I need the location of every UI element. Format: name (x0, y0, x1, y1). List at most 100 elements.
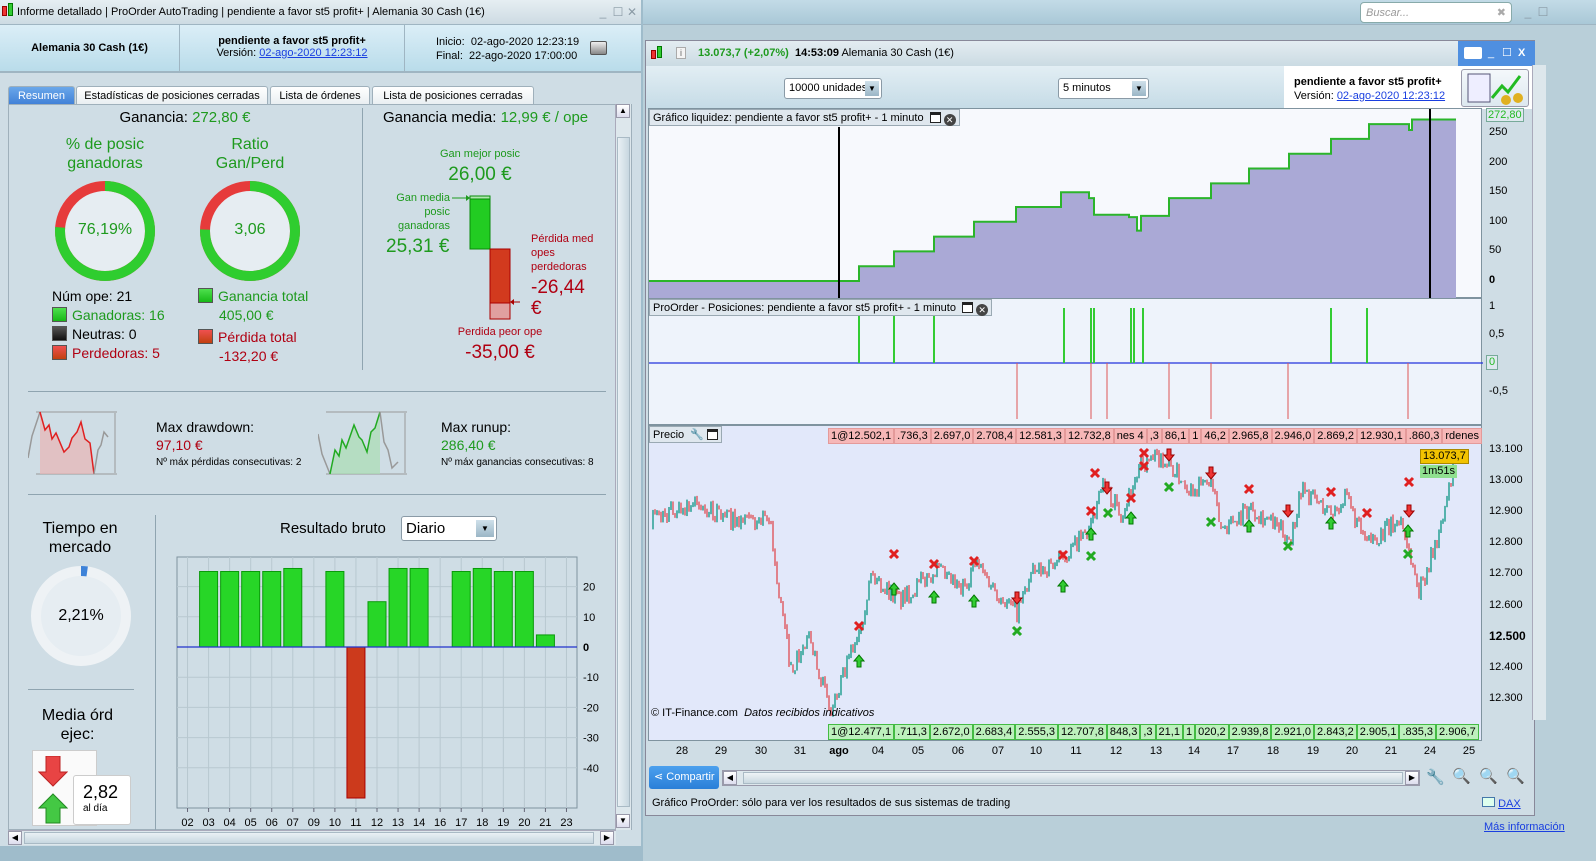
window-icon[interactable] (962, 302, 974, 313)
date-label: 04 (871, 745, 885, 757)
timeframe-select[interactable]: 5 minutos ▼ (1058, 78, 1149, 99)
divider (28, 689, 134, 690)
scroll-left-icon[interactable]: ◀ (723, 771, 737, 785)
scroll-right-icon[interactable]: ▶ (600, 831, 614, 845)
close-panel-icon[interactable]: ✕ (943, 114, 956, 126)
chart-horizontal-scrollbar[interactable]: ◀ ▶ (722, 770, 1420, 786)
time-title-2: mercado (48, 539, 112, 556)
best-value: 26,00 € (448, 164, 512, 185)
neutral-count: Neutras: 0 (72, 326, 137, 342)
sell-marker-icon (1243, 483, 1255, 495)
positions-tick: -0,5 (1489, 385, 1508, 397)
exit-arrow-icon (1402, 504, 1416, 518)
x-tick-label: 04 (224, 817, 236, 829)
minimize-icon[interactable]: _ (599, 5, 607, 19)
zoom-fit-icon[interactable]: 🔍 (1452, 768, 1471, 785)
y-tick-label: -10 (583, 672, 599, 684)
maximize-icon[interactable]: ☐ (612, 5, 624, 19)
chart-vertical-scrollbar[interactable] (1532, 65, 1546, 720)
vertical-scrollbar[interactable]: ▲ ▼ (615, 104, 631, 830)
long-entry-arrow-icon (1324, 516, 1338, 530)
sell-order-label: 12.732,8 (1064, 428, 1114, 444)
buy-order-label: 848,3 (1106, 724, 1141, 740)
chevron-down-icon: ▼ (476, 520, 494, 537)
positions-chart: ProOrder - Posiciones: pendiente a favor… (648, 298, 1483, 425)
chart-title-bar: i 13.073,7 (+2,07%) 14:53:09 Alemania 30… (646, 41, 1535, 66)
candlestick-icon (651, 50, 656, 59)
tab-lista-ordenes[interactable]: Lista de órdenes (270, 86, 370, 105)
proorder-report-icon[interactable] (1461, 69, 1529, 107)
tab-resumen[interactable]: Resumen (8, 86, 75, 105)
horizontal-scrollbar[interactable]: ◀ ▶ (8, 830, 616, 845)
drawdown-sparkline (28, 411, 117, 475)
close-panel-icon[interactable]: ✕ (976, 304, 989, 316)
x-tick-label: 14 (413, 817, 425, 829)
version-link[interactable]: 02-ago-2020 12:23:12 (1336, 90, 1446, 102)
maximize-icon[interactable]: ☐ (1537, 5, 1549, 19)
print-icon[interactable] (590, 41, 607, 55)
wrench-icon[interactable]: 🔧 (690, 429, 704, 441)
chart-link-icon (1482, 797, 1495, 807)
scrollbar-thumb[interactable] (743, 772, 1403, 784)
minimize-icon[interactable]: _ (1488, 47, 1495, 59)
start-label: Inicio: (436, 36, 465, 48)
result-period-select[interactable]: Diario ▼ (401, 516, 497, 541)
long-entry-arrow-icon (1084, 527, 1098, 541)
positions-zero: 0 (1486, 355, 1499, 370)
buy-marker-icon (1085, 550, 1097, 562)
version-link[interactable]: 02-ago-2020 12:23:12 (259, 47, 368, 59)
more-info-link[interactable]: Más información (1484, 821, 1565, 833)
sell-marker-icon (1403, 476, 1415, 488)
scroll-right-icon[interactable]: ▶ (1405, 771, 1419, 785)
ratio-value: 3,06 (234, 221, 266, 238)
window-icon[interactable] (929, 112, 941, 123)
tab-estadisticas[interactable]: Estadísticas de posiciones cerradas (76, 86, 268, 105)
dax-link[interactable]: DAX (1498, 798, 1521, 810)
candlestick-icon-green (8, 3, 13, 16)
result-label: Resultado bruto (280, 520, 386, 537)
bar-positive (472, 567, 492, 648)
scrollbar-thumb[interactable] (617, 137, 630, 807)
bar-positive (388, 567, 408, 648)
scroll-left-icon[interactable]: ◀ (8, 831, 22, 845)
close-icon[interactable]: ✕ (626, 5, 638, 19)
winners-count: Ganadoras: 16 (72, 307, 165, 323)
zoom-out-icon[interactable]: 🔍 (1479, 768, 1498, 785)
keyboard-icon[interactable] (1464, 47, 1482, 59)
bar-positive (409, 567, 429, 648)
tab-lista-posiciones[interactable]: Lista de posiciones cerradas (372, 86, 534, 105)
bar-positive (493, 571, 513, 648)
date-label: 28 (675, 745, 689, 757)
minimize-icon[interactable]: _ (1524, 5, 1532, 19)
clear-icon[interactable]: ✖ (1496, 7, 1506, 19)
timeframe-value: 5 minutos (1063, 82, 1111, 94)
units-select[interactable]: 10000 unidades ▼ (784, 78, 882, 99)
scrollbar-thumb[interactable] (24, 832, 594, 844)
search-input[interactable]: Buscar... ✖ (1360, 2, 1512, 23)
green-legend-icon (198, 288, 213, 303)
ratio-title: Ratio (231, 136, 269, 153)
buy-order-label: 2.843,2 (1314, 724, 1357, 740)
window-icon[interactable] (707, 429, 719, 440)
sell-order-label: 2.869,2 (1314, 428, 1357, 444)
share-button[interactable]: ⋖ Compartir (649, 766, 719, 789)
close-icon[interactable]: X (1518, 47, 1526, 59)
num-ops: Núm ope: 21 (52, 288, 133, 304)
avg-loss-label-3: perdedoras (531, 261, 587, 273)
sell-marker-icon (1085, 505, 1097, 517)
best-label: Gan mejor posic (439, 148, 521, 160)
chart-tools-icon[interactable]: 🔧 (1426, 769, 1445, 786)
sell-marker-icon (1089, 467, 1101, 479)
scroll-down-icon[interactable]: ▼ (616, 814, 630, 828)
positions-title-bar: ProOrder - Posiciones: pendiente a favor… (649, 299, 993, 316)
zoom-in-icon[interactable]: 🔍 (1506, 768, 1525, 785)
date-label: 13 (1149, 745, 1163, 757)
runup-sub: Nº máx ganancias consecutivas: 8 (441, 457, 594, 468)
buy-marker-icon (1102, 507, 1114, 519)
liquidity-tick: 100 (1489, 214, 1508, 227)
maximize-icon[interactable]: ☐ (1502, 47, 1512, 59)
equity-area (649, 119, 1456, 299)
bar-positive (283, 567, 303, 648)
scroll-up-icon[interactable]: ▲ (616, 104, 630, 118)
info-icon[interactable]: i (676, 47, 686, 59)
